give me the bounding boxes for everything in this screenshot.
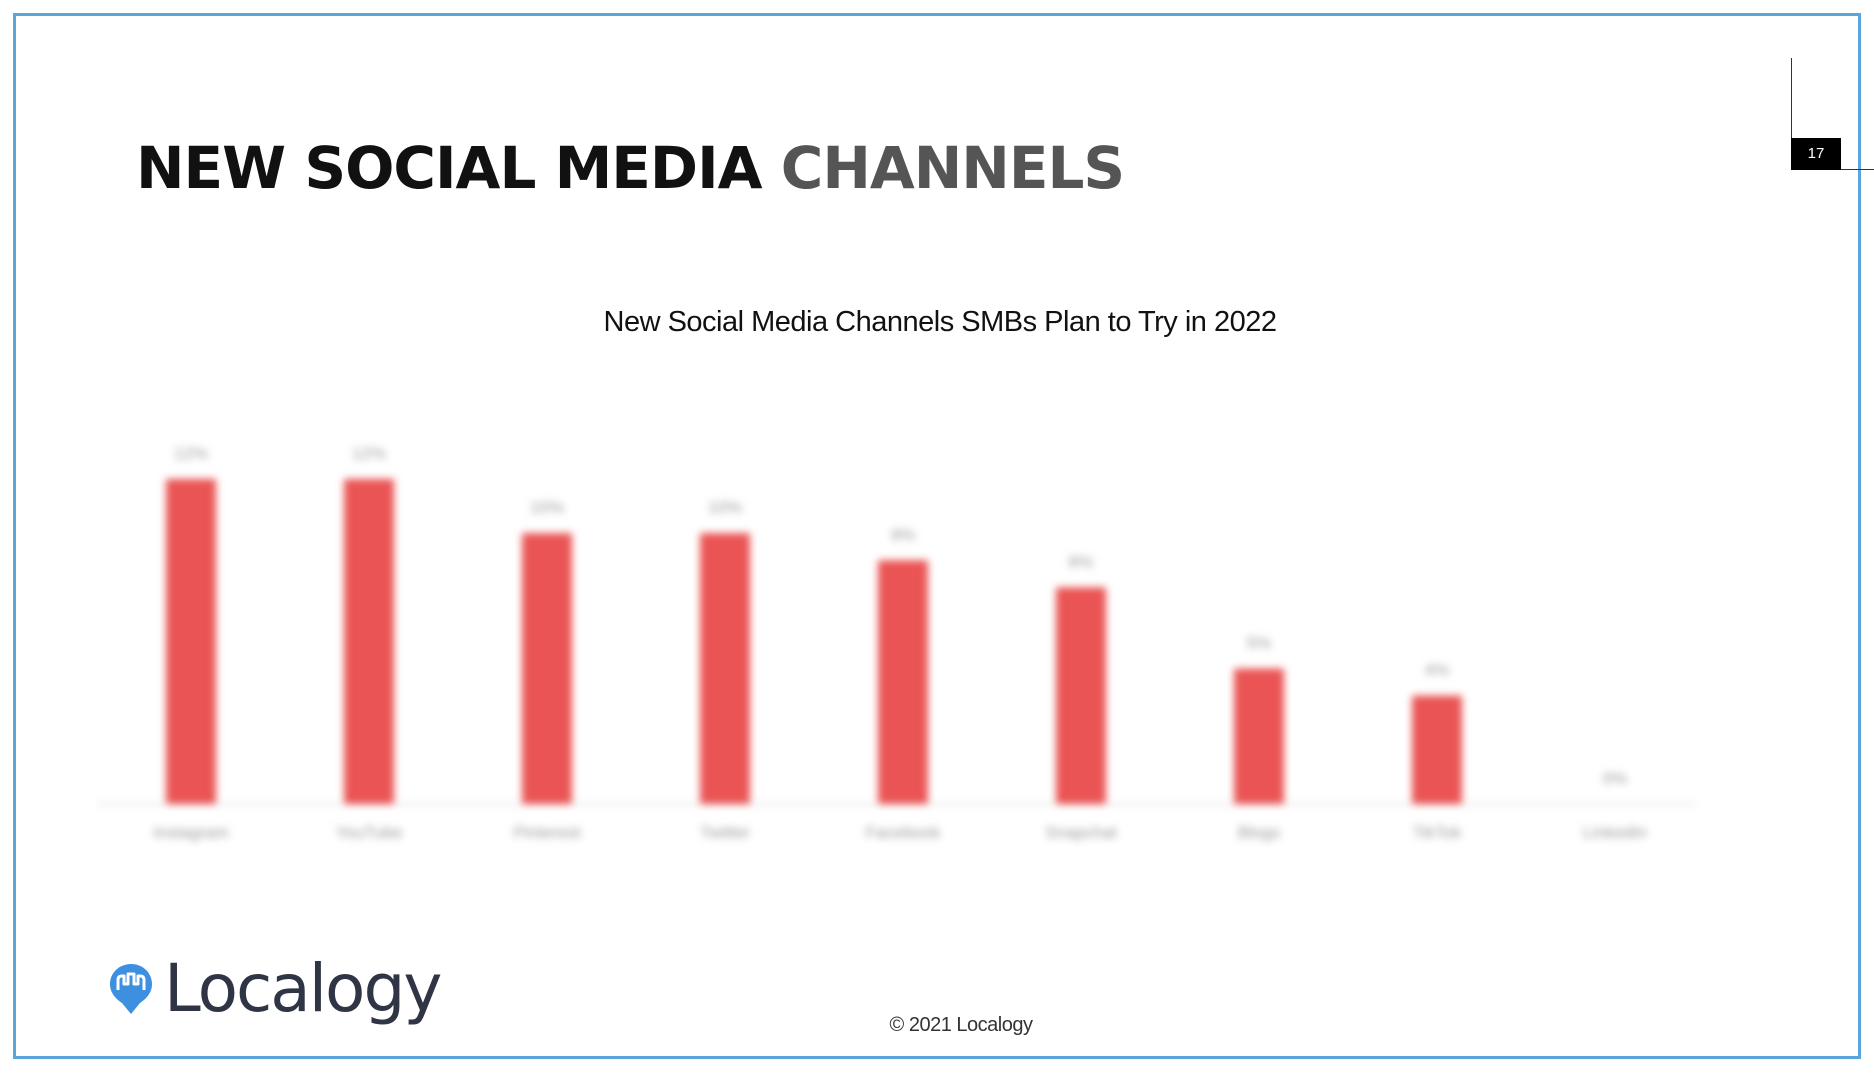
data-label-facebook: 9% [891,525,916,544]
title-part-1: NEW SOCIAL MEDIA [136,134,763,202]
bar-snapchat [1056,587,1106,804]
category-label-youtube: YouTube [336,823,403,842]
bar-pinterest [522,533,572,804]
data-label-youtube: 12% [352,444,386,463]
corner-line-vertical [1791,58,1792,170]
category-label-linkedin: LinkedIn [1583,823,1647,842]
category-label-blogs: Blogs [1238,823,1281,842]
data-label-tiktok: 4% [1425,661,1450,680]
data-label-linkedin: 0% [1603,769,1628,788]
bar-chart: 12% Instagram 12% YouTube 10% Pinterest 10% Twi… [96,444,1696,842]
category-label-tiktok: TikTok [1413,823,1462,842]
bar-instagram [166,479,216,804]
data-label-pinterest: 10% [530,498,564,517]
data-label-blogs: 5% [1247,634,1272,653]
bar-twitter [700,533,750,804]
localogy-logo: Localogy [108,950,442,1027]
category-label-twitter: Twitter [700,823,750,842]
slide: NEW SOCIAL MEDIA CHANNELS 17 New Social … [13,13,1874,1059]
data-label-twitter: 10% [708,498,742,517]
bar-facebook [878,560,928,804]
page-number: 17 [1791,138,1841,170]
category-label-pinterest: Pinterest [513,823,580,842]
category-label-snapchat: Snapchat [1045,823,1117,842]
location-pin-icon [110,964,152,1014]
category-label-facebook: Facebook [866,823,941,842]
bar-youtube [344,479,394,804]
category-label-instagram: Instagram [153,823,229,842]
copyright: © 2021 Localogy [889,1014,1033,1036]
bar-tiktok [1412,695,1462,804]
data-label-snapchat: 8% [1069,552,1094,571]
slide-title: NEW SOCIAL MEDIA CHANNELS [136,134,1125,202]
title-part-2: CHANNELS [780,134,1125,202]
bar-blogs [1234,668,1284,804]
chart-title: New Social Media Channels SMBs Plan to T… [603,306,1277,338]
logo-text: Localogy [164,950,442,1027]
data-label-instagram: 12% [174,444,208,463]
